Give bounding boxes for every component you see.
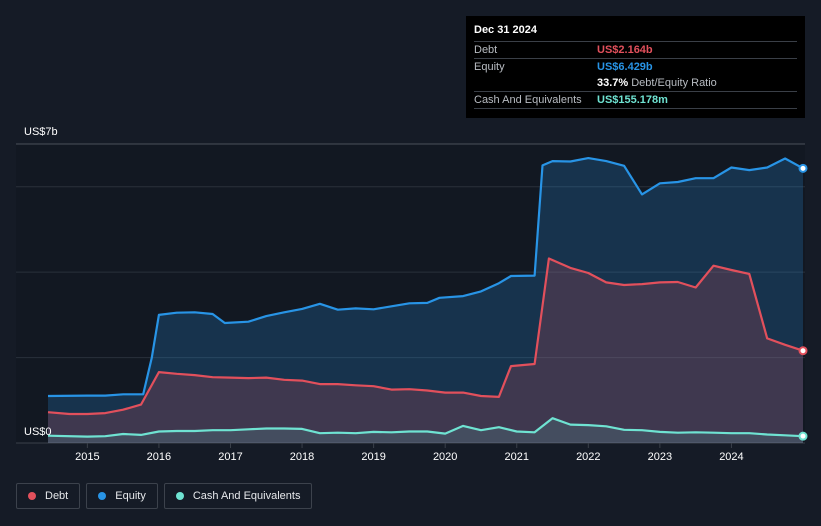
equity-line — [47, 157, 804, 398]
legend-item-debt[interactable]: Debt — [16, 483, 81, 509]
x-tick-label: 2023 — [648, 451, 672, 463]
tooltip-row-ratio: 33.7% Debt/Equity Ratio — [474, 75, 797, 91]
x-tick-label: 2018 — [290, 451, 314, 463]
tooltip-cash-label: Cash And Equivalents — [474, 94, 582, 106]
legend-item-equity[interactable]: Equity — [86, 483, 158, 509]
x-tick-label: 2017 — [218, 451, 242, 463]
tooltip-equity-value: US$6.429b — [597, 61, 653, 73]
x-tick-label: 2024 — [719, 451, 743, 463]
x-axis-ticks: 2015 2016 2017 2018 2019 2020 2021 2022 2023 2024 — [75, 443, 744, 463]
tooltip-row-debt: Debt US$2.164b — [474, 41, 797, 58]
y-axis-top-label: US$7b — [24, 126, 58, 138]
tooltip-debt-value: US$2.164b — [597, 44, 653, 56]
debt-area — [48, 258, 803, 443]
x-tick-label: 2016 — [147, 451, 171, 463]
debt-line — [47, 257, 804, 416]
x-tick-label: 2021 — [505, 451, 529, 463]
cash-endpoint — [798, 431, 808, 441]
x-tick-label: 2015 — [75, 451, 99, 463]
equity-dot-icon — [98, 492, 107, 500]
x-tick-label: 2020 — [433, 451, 457, 463]
chart-endpoints — [798, 163, 808, 441]
tooltip-date: Dec 31 2024 — [474, 24, 537, 36]
debt-dot-icon — [28, 492, 36, 500]
equity-area — [48, 158, 803, 443]
data-tooltip: Dec 31 2024 Debt US$2.164b Equity US$6.4… — [466, 16, 805, 118]
y-axis-bottom-label: US$0 — [24, 426, 52, 438]
legend-cash-label: Cash And Equivalents — [192, 490, 301, 502]
legend-item-cash[interactable]: Cash And Equivalents — [163, 483, 313, 509]
chart-legend: Debt Equity Cash And Equivalents — [16, 483, 313, 509]
tooltip-ratio-value: 33.7% — [597, 77, 629, 89]
x-tick-label: 2019 — [361, 451, 385, 463]
legend-debt-label: Debt — [45, 490, 69, 502]
equity-endpoint — [798, 163, 808, 173]
chart-areas — [48, 158, 803, 443]
legend-equity-label: Equity — [115, 490, 146, 502]
cash-dot-icon — [175, 492, 184, 500]
cash-area — [48, 418, 803, 443]
tooltip-ratio-label: Debt/Equity Ratio — [631, 77, 717, 89]
tooltip-row-cash: Cash And Equivalents US$155.178m — [474, 91, 797, 109]
tooltip-equity-label: Equity — [474, 61, 505, 73]
chart-lines — [47, 157, 804, 438]
tooltip-debt-label: Debt — [474, 44, 498, 56]
cash-line — [47, 417, 804, 438]
tooltip-cash-value: US$155.178m — [597, 94, 668, 106]
tooltip-ratio-spacer — [474, 75, 597, 91]
x-tick-label: 2022 — [576, 451, 600, 463]
debt-endpoint — [798, 346, 808, 356]
tooltip-row-equity: Equity US$6.429b — [474, 58, 797, 75]
